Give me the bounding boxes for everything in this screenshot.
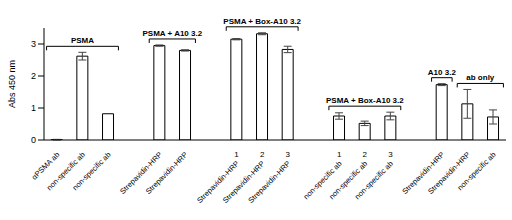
svg-text:non-specific ab: non-specific ab [44,150,87,193]
svg-text:Strepavidin-HRP: Strepavidin-HRP [195,159,241,205]
svg-text:non-specific ab: non-specific ab [353,159,395,201]
svg-text:PSMA + Box-A10 3.2: PSMA + Box-A10 3.2 [326,96,404,105]
svg-text:Strepavidin-HRP: Strepavidin-HRP [246,159,292,205]
svg-text:2: 2 [260,150,265,159]
svg-text:2: 2 [363,150,368,159]
svg-text:non-specific ab: non-specific ab [456,150,498,192]
svg-text:Strepavidin-HRP: Strepavidin-HRP [221,159,267,205]
svg-text:0: 0 [31,135,36,145]
svg-text:3: 3 [388,150,393,159]
svg-text:Abs 450 nm: Abs 450 nm [8,60,17,108]
svg-text:Strepavidin-HRP: Strepavidin-HRP [426,150,472,196]
svg-text:PSMA: PSMA [71,36,94,45]
svg-text:A10 3.2: A10 3.2 [428,68,457,77]
svg-text:non-specific ab: non-specific ab [301,159,344,202]
svg-text:non-specific ab: non-specific ab [71,150,113,192]
svg-text:Strepavidin-HRP: Strepavidin-HRP [400,150,446,196]
svg-text:Strepavidin-HRP: Strepavidin-HRP [118,150,164,196]
svg-text:PSMA + Box-A10 3.2: PSMA + Box-A10 3.2 [223,17,301,26]
svg-text:2: 2 [31,71,36,81]
svg-text:1: 1 [31,103,36,113]
svg-text:3: 3 [31,39,36,49]
svg-text:αPSMA ab: αPSMA ab [29,150,62,182]
svg-text:ab only: ab only [466,73,495,82]
svg-text:3: 3 [286,150,291,159]
svg-text:1: 1 [337,150,342,159]
svg-text:PSMA + A10 3.2: PSMA + A10 3.2 [143,29,203,38]
svg-text:non-specific ab: non-specific ab [327,159,370,202]
svg-text:Strepavidin-HRP: Strepavidin-HRP [144,150,190,196]
svg-text:1: 1 [234,150,239,159]
